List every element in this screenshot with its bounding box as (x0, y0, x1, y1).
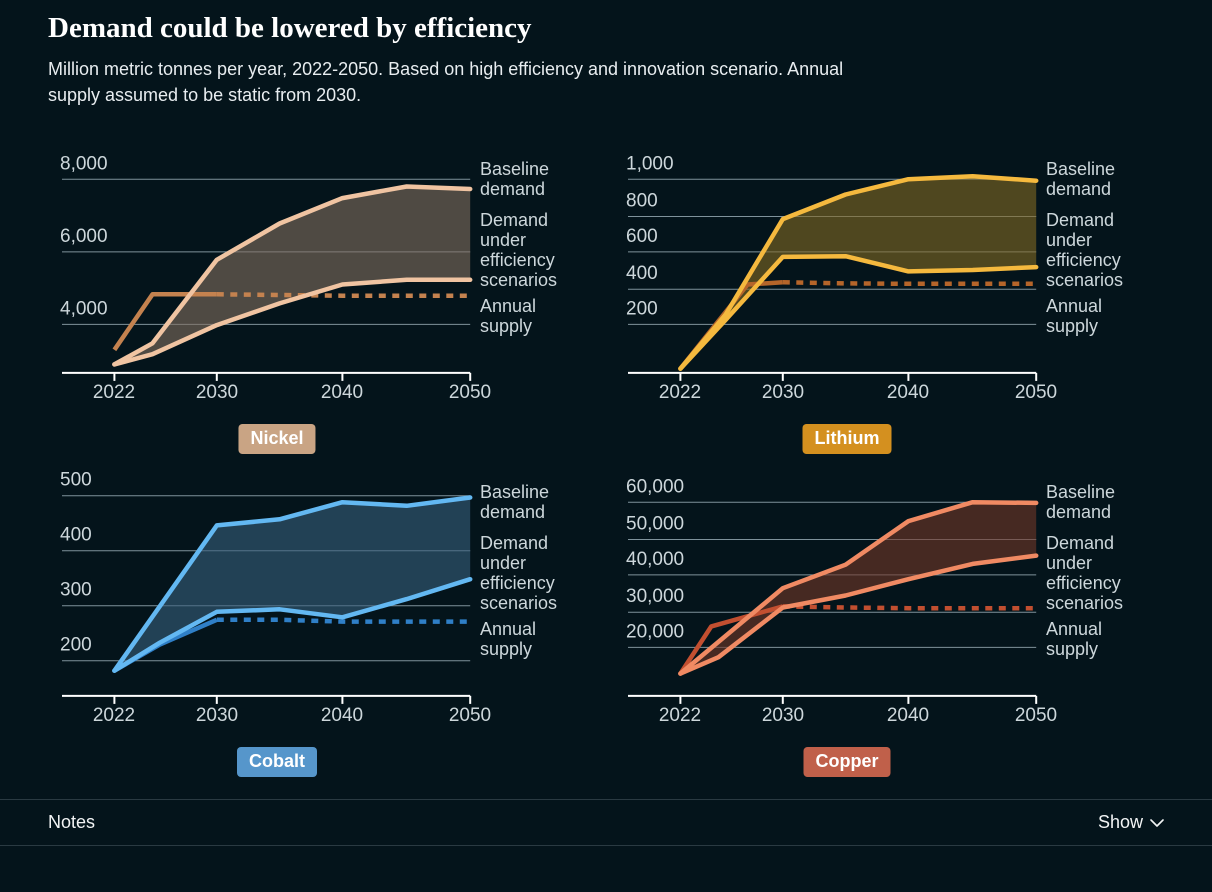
svg-text:1,000: 1,000 (626, 153, 674, 174)
svg-text:20,000: 20,000 (626, 621, 684, 642)
svg-text:60,000: 60,000 (626, 476, 684, 497)
svg-text:200: 200 (626, 298, 658, 319)
svg-text:50,000: 50,000 (626, 514, 684, 535)
svg-text:300: 300 (60, 580, 92, 601)
svg-text:500: 500 (60, 470, 92, 491)
svg-text:4,000: 4,000 (60, 298, 108, 319)
svg-text:800: 800 (626, 191, 658, 212)
svg-text:8,000: 8,000 (60, 153, 108, 174)
svg-text:30,000: 30,000 (626, 586, 684, 607)
svg-text:400: 400 (60, 525, 92, 546)
svg-text:400: 400 (626, 263, 658, 284)
svg-text:200: 200 (60, 635, 92, 656)
svg-text:600: 600 (626, 226, 658, 247)
svg-text:6,000: 6,000 (60, 226, 108, 247)
svg-text:40,000: 40,000 (626, 549, 684, 570)
